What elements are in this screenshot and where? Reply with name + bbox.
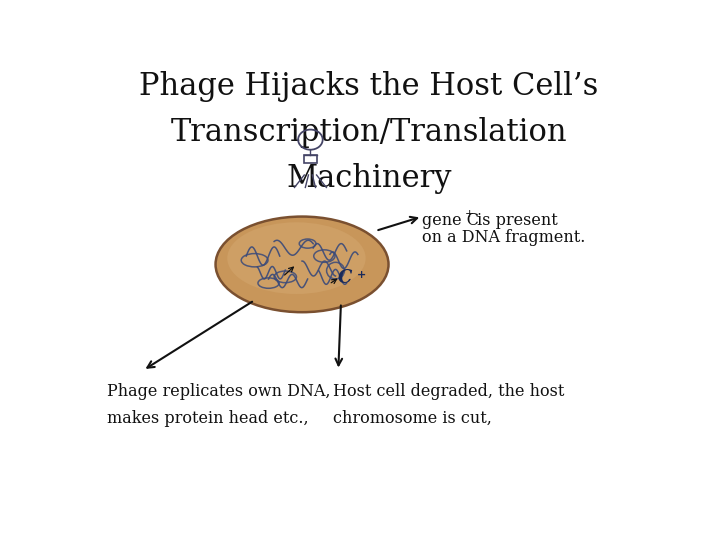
- Text: Phage replicates own DNA,: Phage replicates own DNA,: [107, 383, 330, 400]
- Text: C: C: [338, 269, 353, 287]
- Text: on a DNA fragment.: on a DNA fragment.: [422, 228, 585, 246]
- Text: Host cell degraded, the host: Host cell degraded, the host: [333, 383, 564, 400]
- Text: Phage Hijacks the Host Cell’s: Phage Hijacks the Host Cell’s: [139, 71, 599, 102]
- Text: +: +: [465, 210, 474, 219]
- Text: +: +: [356, 269, 366, 280]
- Text: chromosome is cut,: chromosome is cut,: [333, 410, 492, 427]
- Text: is present: is present: [472, 212, 558, 229]
- Ellipse shape: [228, 222, 366, 294]
- Text: Transcription/Translation: Transcription/Translation: [171, 117, 567, 148]
- Text: makes protein head etc.,: makes protein head etc.,: [107, 410, 308, 427]
- Ellipse shape: [215, 217, 389, 312]
- Text: Machinery: Machinery: [287, 163, 451, 193]
- Text: gene C: gene C: [422, 212, 479, 229]
